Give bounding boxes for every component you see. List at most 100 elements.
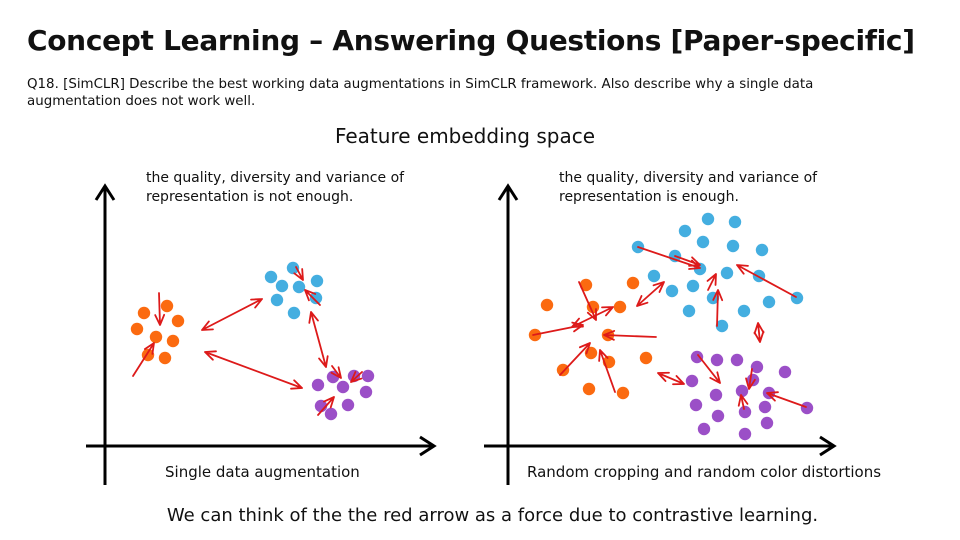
repulsion-arrow xyxy=(201,298,263,331)
purple-point xyxy=(735,384,749,398)
blue-point xyxy=(715,319,729,333)
orange-point xyxy=(556,363,570,377)
repulsion-arrow xyxy=(753,322,765,343)
blue-point xyxy=(292,280,306,294)
left-x-axis-head xyxy=(419,435,437,457)
purple-point xyxy=(738,427,752,441)
blue-point xyxy=(310,274,324,288)
orange-point xyxy=(149,330,163,344)
orange-point xyxy=(579,278,593,292)
blue-point xyxy=(678,224,692,238)
orange-point xyxy=(616,386,630,400)
attraction-arrow xyxy=(706,273,717,291)
blue-point xyxy=(737,304,751,318)
blue-point xyxy=(647,269,661,283)
repulsion-arrow xyxy=(204,350,303,390)
purple-point xyxy=(709,388,723,402)
attraction-arrow xyxy=(674,255,701,267)
left-caption: Single data augmentation xyxy=(165,463,360,481)
left-note: the quality, diversity and variance of r… xyxy=(146,170,405,205)
purple-point xyxy=(750,360,764,374)
purple-point xyxy=(730,353,744,367)
blue-point xyxy=(287,306,301,320)
blue-point xyxy=(755,243,769,257)
attraction-arrow xyxy=(598,349,616,393)
attraction-arrow xyxy=(737,394,749,410)
blue-point xyxy=(682,304,696,318)
blue-point xyxy=(686,279,700,293)
attraction-arrow xyxy=(712,289,724,327)
orange-point xyxy=(639,351,653,365)
attraction-arrow xyxy=(330,365,342,379)
question-text: Q18. [SimCLR] Describe the best working … xyxy=(27,77,814,109)
blue-point xyxy=(790,291,804,305)
repulsion-arrow xyxy=(657,371,685,386)
orange-point xyxy=(158,351,172,365)
attraction-arrow xyxy=(766,391,807,408)
purple-point xyxy=(758,400,772,414)
blue-point xyxy=(309,291,323,305)
diagram-subtitle: Feature embedding space xyxy=(334,124,596,148)
orange-point xyxy=(130,322,144,336)
orange-point xyxy=(540,298,554,312)
purple-point xyxy=(341,398,355,412)
attraction-arrow xyxy=(736,264,797,298)
purple-point xyxy=(800,401,814,415)
right-note: the quality, diversity and variance of r… xyxy=(559,170,818,205)
footer-text: We can think of the the red arrow as a f… xyxy=(166,505,819,526)
purple-point xyxy=(689,398,703,412)
repulsion-arrow xyxy=(636,281,665,307)
purple-point xyxy=(685,374,699,388)
purple-point xyxy=(311,378,325,392)
blue-point xyxy=(720,266,734,280)
purple-point xyxy=(778,365,792,379)
left-y-axis-head xyxy=(94,183,116,201)
attraction-arrow xyxy=(697,354,721,384)
purple-point xyxy=(711,409,725,423)
purple-point xyxy=(760,416,774,430)
attraction-arrow xyxy=(154,292,166,326)
orange-point xyxy=(166,334,180,348)
attraction-arrow xyxy=(603,330,657,341)
blue-point xyxy=(665,284,679,298)
page-title: Concept Learning – Answering Questions [… xyxy=(27,24,915,57)
right-y-axis-head xyxy=(497,183,519,201)
purple-point xyxy=(361,369,375,383)
purple-point xyxy=(710,353,724,367)
purple-point xyxy=(324,407,338,421)
attraction-arrow xyxy=(293,266,304,281)
blue-point xyxy=(726,239,740,253)
purple-point xyxy=(359,385,373,399)
blue-point xyxy=(270,293,284,307)
blue-point xyxy=(275,279,289,293)
attraction-arrow xyxy=(578,281,597,321)
orange-point xyxy=(613,300,627,314)
blue-point xyxy=(264,270,278,284)
blue-point xyxy=(701,212,715,226)
orange-point xyxy=(582,382,596,396)
attraction-arrow xyxy=(745,368,756,390)
blue-point xyxy=(728,215,742,229)
blue-point xyxy=(696,235,710,249)
attraction-arrow xyxy=(559,342,591,376)
purple-point xyxy=(690,350,704,364)
attraction-arrow xyxy=(317,396,335,416)
right-x-axis-head xyxy=(819,435,837,457)
repulsion-arrow xyxy=(308,311,329,368)
purple-point xyxy=(697,422,711,436)
attraction-arrow xyxy=(350,371,363,383)
orange-point xyxy=(160,299,174,313)
blue-point xyxy=(286,261,300,275)
blue-point xyxy=(762,295,776,309)
right-caption: Random cropping and random color distort… xyxy=(527,463,882,481)
purple-point xyxy=(326,370,340,384)
attraction-arrow xyxy=(132,342,155,377)
attraction-arrow xyxy=(304,289,321,306)
purple-point xyxy=(738,405,752,419)
orange-point xyxy=(171,314,185,328)
orange-point xyxy=(137,306,151,320)
purple-point xyxy=(336,380,350,394)
orange-point xyxy=(626,276,640,290)
repulsion-arrow xyxy=(571,306,614,328)
